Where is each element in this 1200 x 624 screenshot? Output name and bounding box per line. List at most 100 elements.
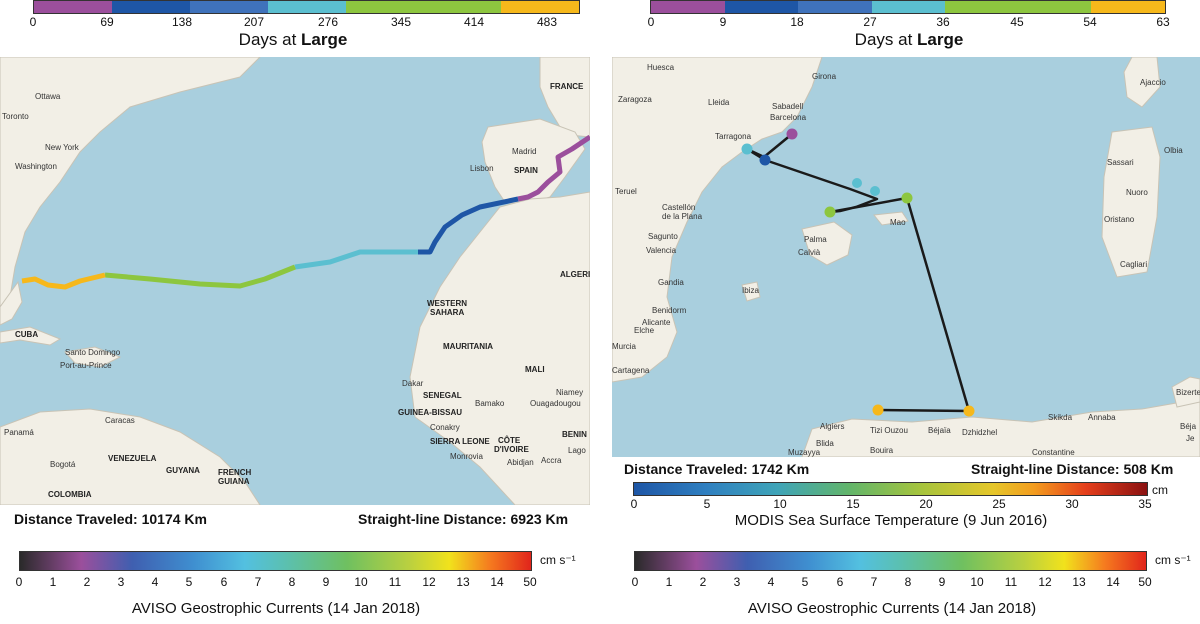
right-days-tick: 9 (719, 15, 727, 29)
track-segment-yellow (21, 272, 106, 290)
map-label: Skikda (1048, 413, 1073, 422)
map-label: Sassari (1107, 158, 1134, 167)
right-distance-traveled: Distance Traveled: 1742 Km (624, 461, 810, 477)
right-current-title: AVISO Geostrophic Currents (14 Jan 2018) (747, 600, 1037, 617)
map-label: Huesca (647, 63, 675, 72)
right-current-tick: 4 (767, 575, 775, 589)
track-segment-darkblue (418, 196, 519, 255)
map-label: Oristano (1104, 215, 1135, 224)
track-marker-green (901, 192, 913, 204)
map-label: Cagliari (1120, 260, 1147, 269)
right-days-tick: 18 (790, 15, 804, 29)
map-label: Blida (816, 439, 834, 448)
map-label: MALI (525, 365, 545, 374)
left-current-tick: 9 (322, 575, 330, 589)
map-label: FRENCH (218, 468, 252, 477)
map-label: New York (45, 143, 80, 152)
menorca-land (873, 211, 909, 226)
map-label: Dzhidzhel (962, 428, 997, 437)
map-label: Palma (804, 235, 827, 244)
map-label: Santo Domingo (65, 348, 121, 357)
right-map[interactable]: Huesca Girona Zaragoza Lleida Sabadell B… (612, 57, 1200, 457)
sst-tick: 30 (1065, 497, 1079, 511)
map-label: Ibiza (742, 286, 759, 295)
map-label: Port-au-Prince (60, 361, 112, 370)
left-days-tick: 0 (29, 15, 37, 29)
right-days-tick: 36 (936, 15, 950, 29)
right-current-tick: 7 (870, 575, 878, 589)
left-current-tick: 12 (422, 575, 436, 589)
left-distance-traveled: Distance Traveled: 10174 Km (14, 511, 207, 527)
map-label: de la Plana (662, 212, 703, 221)
right-days-tick: 27 (863, 15, 877, 29)
map-label: Girona (812, 72, 837, 81)
map-label: SENEGAL (423, 391, 462, 400)
track-segment-green (104, 264, 296, 289)
florida-land (0, 280, 23, 326)
right-current-tick: 0 (631, 575, 639, 589)
map-label: Monrovia (450, 452, 483, 461)
map-label: Conakry (430, 423, 460, 432)
map-label: Bogotá (50, 460, 76, 469)
left-days-title: Days at Large (238, 30, 348, 49)
left-current-tick: 10 (354, 575, 368, 589)
map-label: Elche (634, 326, 655, 335)
left-current-unit: cm s⁻¹ (540, 553, 576, 567)
right-current-tick: 9 (938, 575, 946, 589)
map-label: Olbia (1164, 146, 1183, 155)
left-current-tick: 0 (15, 575, 23, 589)
map-label: Calvià (798, 248, 821, 257)
map-label: CUBA (15, 330, 38, 339)
track-marker-darkblue (759, 154, 771, 166)
map-label: SPAIN (514, 166, 538, 175)
left-current-title: AVISO Geostrophic Currents (14 Jan 2018) (131, 600, 421, 617)
left-days-tick: 345 (390, 15, 412, 29)
left-days-colorbar (33, 0, 580, 14)
corsica-land (1123, 57, 1161, 108)
map-label: Sabadell (772, 102, 803, 111)
right-current-tick: 11 (1004, 575, 1018, 589)
right-days-tick: 63 (1156, 15, 1170, 29)
right-days-tick: 0 (647, 15, 655, 29)
left-current-tick: 6 (220, 575, 228, 589)
map-label: Zaragoza (618, 95, 652, 104)
map-label: Accra (541, 456, 562, 465)
map-label: FRANCE (550, 82, 584, 91)
map-label: Béjaïa (928, 426, 951, 435)
map-label: Gandia (658, 278, 684, 287)
sst-tick: 35 (1138, 497, 1152, 511)
map-label: GUIANA (218, 477, 250, 486)
map-label: Toronto (2, 112, 29, 121)
map-label: COLOMBIA (48, 490, 92, 499)
left-days-tick: 414 (463, 15, 485, 29)
left-current-tick: 2 (83, 575, 91, 589)
right-current-tick: 6 (836, 575, 844, 589)
track-marker-cyan (852, 178, 862, 188)
map-label: Lleida (708, 98, 730, 107)
sst-tick: 15 (846, 497, 860, 511)
sst-tick: 0 (630, 497, 638, 511)
tunisia-land (1171, 376, 1200, 408)
map-label: Bizerte (1176, 388, 1200, 397)
map-label: Bouira (870, 446, 894, 455)
map-label: Alicante (642, 318, 671, 327)
cuba-land (0, 326, 62, 346)
map-label: Muzayya (788, 448, 821, 457)
map-label: Lago (568, 446, 586, 455)
left-days-tick: 69 (100, 15, 114, 29)
track-line (745, 133, 971, 413)
right-map-svg: Huesca Girona Zaragoza Lleida Sabadell B… (612, 57, 1200, 457)
left-map[interactable]: Ottawa Toronto New York Washington Santo… (0, 57, 590, 505)
map-label: CÔTE (498, 436, 521, 445)
map-label: Annaba (1088, 413, 1116, 422)
left-days-tick: 276 (317, 15, 339, 29)
left-current-colorbar (19, 551, 532, 571)
left-current-tick: 8 (288, 575, 296, 589)
map-label: Tarragona (715, 132, 752, 141)
track-segment-cyan (294, 249, 418, 270)
map-label: Ottawa (35, 92, 61, 101)
spain-land (612, 57, 823, 383)
left-current-tick: 11 (388, 575, 402, 589)
map-label: Je (1186, 434, 1195, 443)
track-marker-cyan (870, 186, 880, 196)
